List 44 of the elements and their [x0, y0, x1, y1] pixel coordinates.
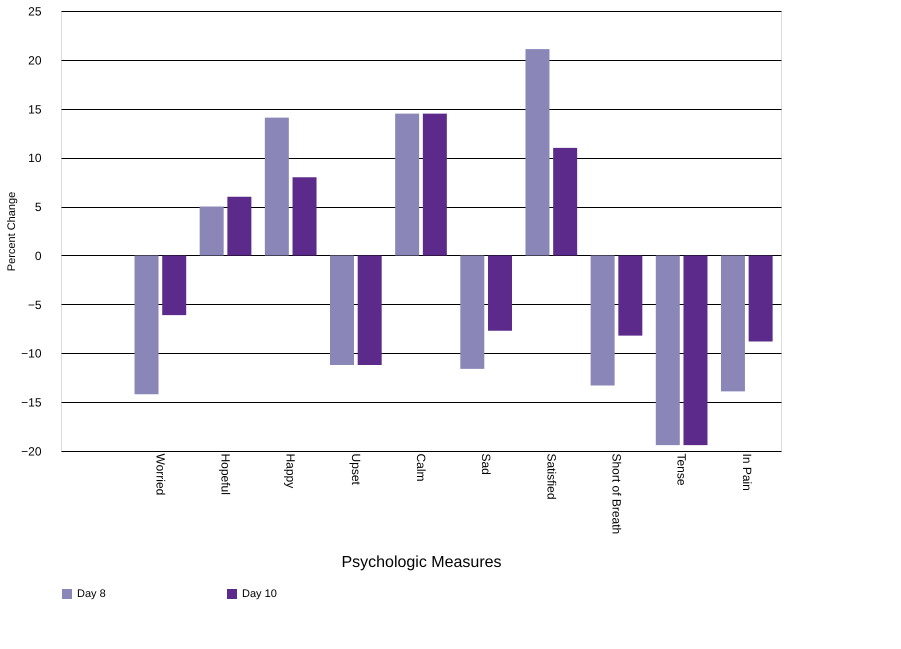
- bar: [525, 49, 550, 256]
- bar: [134, 255, 159, 394]
- y-tick-label: −5: [28, 298, 42, 312]
- y-tick-label: 0: [34, 248, 42, 263]
- x-tick-label: Happy: [284, 454, 298, 488]
- x-tick-label: In Pain: [740, 454, 754, 491]
- legend-label: Day 8: [77, 588, 106, 600]
- bar: [227, 196, 252, 256]
- bar: [656, 255, 680, 446]
- y-tick-label: 20: [28, 53, 42, 68]
- x-tick-label: Sad: [479, 454, 494, 475]
- bar: [292, 177, 317, 256]
- y-tick-label: 10: [28, 151, 42, 166]
- legend-label: Day 10: [242, 588, 277, 600]
- bar: [330, 255, 354, 365]
- y-axis-title: Percent Change: [6, 192, 18, 272]
- x-tick-label: Worried: [153, 454, 168, 496]
- x-tick-label: Short of Breath: [609, 454, 624, 534]
- y-tick-label: −15: [21, 396, 42, 410]
- x-axis-title: Psychologic Measures: [341, 554, 502, 572]
- y-tick-label: 15: [28, 102, 42, 116]
- bar: [422, 114, 447, 256]
- y-tick-label: −20: [21, 444, 42, 458]
- bar: [553, 148, 578, 256]
- bar: [683, 255, 708, 446]
- x-tick-label: Hopeful: [218, 454, 233, 495]
- y-tick-label: 5: [34, 200, 42, 214]
- bar: [618, 255, 642, 336]
- bar: [162, 255, 186, 316]
- bar: [748, 255, 773, 342]
- y-tick-label: −10: [21, 346, 42, 361]
- x-tick-label: Upset: [348, 454, 363, 486]
- bar: [200, 206, 224, 256]
- bar: [720, 255, 745, 392]
- bar: [358, 255, 382, 365]
- x-tick-label: Tense: [674, 454, 689, 486]
- bar: [264, 118, 289, 256]
- bar: [488, 255, 512, 331]
- bar: [590, 255, 615, 386]
- y-tick-label: 25: [28, 4, 42, 18]
- x-tick-label: Calm: [414, 454, 428, 482]
- bar: [395, 114, 420, 256]
- x-tick-label: Satisfied: [544, 454, 558, 500]
- bar: [460, 255, 484, 369]
